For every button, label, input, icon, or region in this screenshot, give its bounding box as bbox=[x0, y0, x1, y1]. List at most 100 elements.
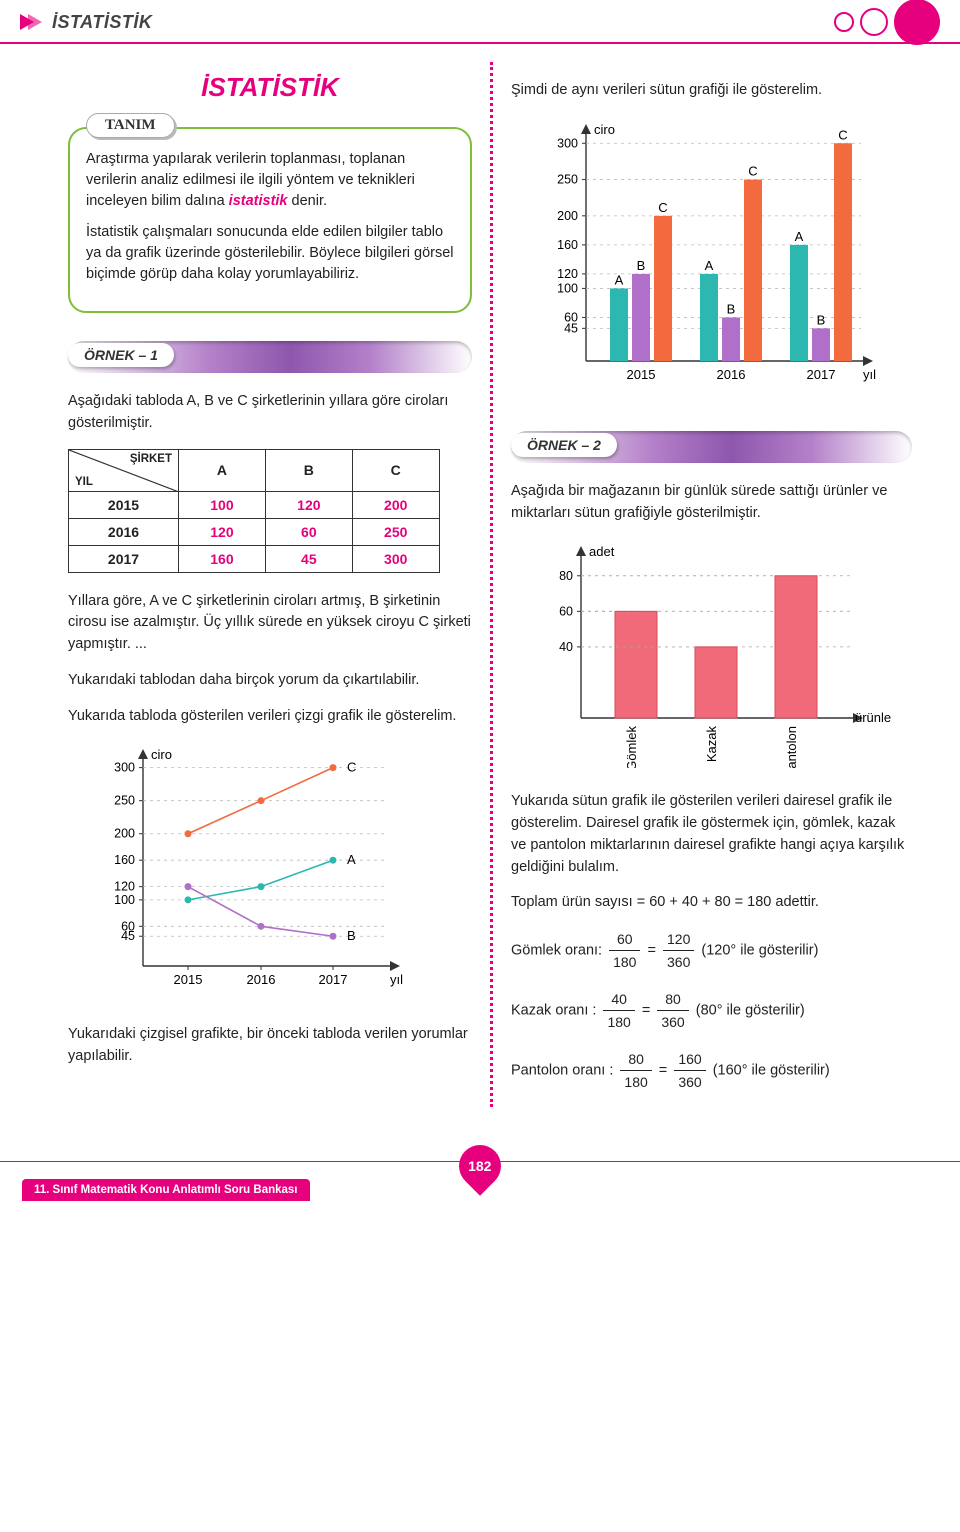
svg-text:2015: 2015 bbox=[174, 972, 203, 987]
example-1-line-intro: Yukarıda tabloda gösterilen verileri çiz… bbox=[68, 706, 472, 728]
svg-text:160: 160 bbox=[114, 854, 135, 868]
svg-text:Kazak: Kazak bbox=[704, 726, 719, 763]
frac-d: 360 bbox=[674, 1071, 705, 1093]
orb-decoration bbox=[834, 0, 940, 45]
svg-text:B: B bbox=[727, 301, 736, 316]
svg-text:2016: 2016 bbox=[717, 367, 746, 382]
example-2-label: ÖRNEK – 2 bbox=[511, 433, 617, 457]
gomlek-ratio: Gömlek oranı: 60180 = 120360 (120° ile g… bbox=[511, 928, 912, 974]
svg-text:2015: 2015 bbox=[627, 367, 656, 382]
example-1-intro: Aşağıdaki tabloda A, B ve C şirketlerini… bbox=[68, 391, 472, 435]
left-column: İSTATİSTİK TANIM Araştırma yapılarak ver… bbox=[50, 62, 490, 1107]
table-col-group: ŞİRKET bbox=[130, 453, 172, 465]
svg-text:A: A bbox=[347, 853, 356, 868]
table-row-group: YIL bbox=[75, 476, 93, 488]
svg-text:40: 40 bbox=[559, 640, 573, 654]
frac-d: 360 bbox=[663, 951, 694, 973]
cell: 120 bbox=[179, 518, 266, 545]
row-year: 2016 bbox=[69, 518, 179, 545]
frac-n: 80 bbox=[657, 988, 688, 1011]
cell: 120 bbox=[265, 491, 352, 518]
right-column: Şimdi de aynı verileri sütun grafiği ile… bbox=[490, 62, 930, 1107]
kazak-ratio: Kazak oranı : 40180 = 80360 (80° ile gös… bbox=[511, 988, 912, 1034]
definition-p2: İstatistik çalışmaları sonucunda elde ed… bbox=[86, 222, 454, 285]
svg-text:C: C bbox=[838, 127, 847, 142]
definition-p1b: denir. bbox=[288, 193, 328, 209]
example-1-extra: Yukarıdaki tablodan daha birçok yorum da… bbox=[68, 670, 472, 692]
frac-d: 360 bbox=[657, 1011, 688, 1033]
example-2-intro: Aşağıda bir mağazanın bir günlük sürede … bbox=[511, 481, 912, 525]
example-1-label: ÖRNEK – 1 bbox=[68, 343, 174, 367]
cell: 200 bbox=[352, 491, 439, 518]
line-chart: ciroyıl456010012016020025030020152016201… bbox=[88, 741, 472, 1006]
ratio-result: (80° ile gösterilir) bbox=[696, 1003, 805, 1019]
grouped-bar-chart: ciroyıl45601001201602002503002015ABC2016… bbox=[531, 116, 912, 401]
svg-text:C: C bbox=[748, 163, 757, 178]
svg-text:A: A bbox=[615, 272, 624, 287]
table-diag-header: ŞİRKET YIL bbox=[69, 449, 179, 491]
svg-text:120: 120 bbox=[114, 880, 135, 894]
top-bar: İSTATİSTİK bbox=[0, 0, 960, 44]
svg-text:300: 300 bbox=[557, 136, 578, 150]
cell: 250 bbox=[352, 518, 439, 545]
svg-text:60: 60 bbox=[121, 920, 135, 934]
svg-text:ürünler: ürünler bbox=[855, 710, 891, 725]
table-col-c: C bbox=[352, 449, 439, 491]
example-2-header: ÖRNEK – 2 bbox=[511, 431, 912, 463]
svg-text:2017: 2017 bbox=[319, 972, 348, 987]
svg-text:200: 200 bbox=[557, 209, 578, 223]
table-col-b: B bbox=[265, 449, 352, 491]
line-chart-conclusion: Yukarıdaki çizgisel grafikte, bir önceki… bbox=[68, 1024, 472, 1068]
frac-n: 160 bbox=[674, 1048, 705, 1071]
svg-text:yıl: yıl bbox=[390, 972, 403, 987]
ratio-result: (120° ile gösterilir) bbox=[701, 943, 818, 959]
svg-text:2017: 2017 bbox=[807, 367, 836, 382]
svg-text:A: A bbox=[705, 258, 714, 273]
bar-chart-intro: Şimdi de aynı verileri sütun grafiği ile… bbox=[511, 80, 912, 102]
table-row: 2015 100 120 200 bbox=[69, 491, 440, 518]
svg-text:250: 250 bbox=[114, 794, 135, 808]
svg-text:B: B bbox=[637, 258, 646, 273]
svg-text:100: 100 bbox=[557, 281, 578, 295]
svg-text:60: 60 bbox=[559, 605, 573, 619]
ratio-result: (160° ile gösterilir) bbox=[713, 1062, 830, 1078]
example-1-header: ÖRNEK – 1 bbox=[68, 341, 472, 373]
cell: 160 bbox=[179, 545, 266, 572]
row-year: 2017 bbox=[69, 545, 179, 572]
svg-text:100: 100 bbox=[114, 893, 135, 907]
example-2-explain: Yukarıda sütun grafik ile gösterilen ver… bbox=[511, 791, 912, 878]
product-bar-chart: adetürünler406080GömlekKazakPantolon bbox=[531, 538, 912, 773]
footer: 182 11. Sınıf Matematik Konu Anlatımlı S… bbox=[0, 1141, 960, 1201]
table-col-a: A bbox=[179, 449, 266, 491]
cell: 100 bbox=[179, 491, 266, 518]
svg-text:60: 60 bbox=[564, 310, 578, 324]
frac-d: 180 bbox=[603, 1011, 634, 1033]
ratio-label: Gömlek oranı: bbox=[511, 943, 602, 959]
page: İSTATİSTİK İSTATİSTİK TANIM Araştırma ya… bbox=[0, 0, 960, 1241]
svg-text:B: B bbox=[347, 929, 356, 944]
company-table: ŞİRKET YIL A B C 2015 100 120 200 2016 1… bbox=[68, 449, 440, 573]
svg-text:A: A bbox=[795, 229, 804, 244]
main-title: İSTATİSTİK bbox=[68, 72, 472, 103]
ratio-label: Kazak oranı : bbox=[511, 1003, 596, 1019]
svg-text:Pantolon: Pantolon bbox=[784, 726, 799, 768]
table-row: 2017 160 45 300 bbox=[69, 545, 440, 572]
ratio-label: Pantolon oranı : bbox=[511, 1062, 613, 1078]
row-year: 2015 bbox=[69, 491, 179, 518]
frac-n: 120 bbox=[663, 928, 694, 951]
svg-text:B: B bbox=[817, 312, 826, 327]
svg-text:ciro: ciro bbox=[594, 122, 615, 137]
frac-n: 80 bbox=[620, 1048, 651, 1071]
book-title-tab: 11. Sınıf Matematik Konu Anlatımlı Soru … bbox=[22, 1179, 310, 1201]
svg-text:C: C bbox=[347, 760, 356, 775]
definition-keyword: istatistik bbox=[229, 193, 288, 209]
cell: 45 bbox=[265, 545, 352, 572]
page-number: 182 bbox=[468, 1158, 491, 1174]
cell: 60 bbox=[265, 518, 352, 545]
definition-tab: TANIM bbox=[86, 113, 175, 138]
frac-d: 180 bbox=[609, 951, 640, 973]
svg-text:250: 250 bbox=[557, 172, 578, 186]
definition-p1: Araştırma yapılarak verilerin toplanması… bbox=[86, 149, 454, 212]
svg-text:160: 160 bbox=[557, 238, 578, 252]
example-1-analysis: Yıllara göre, A ve C şirketlerinin cirol… bbox=[68, 591, 472, 656]
